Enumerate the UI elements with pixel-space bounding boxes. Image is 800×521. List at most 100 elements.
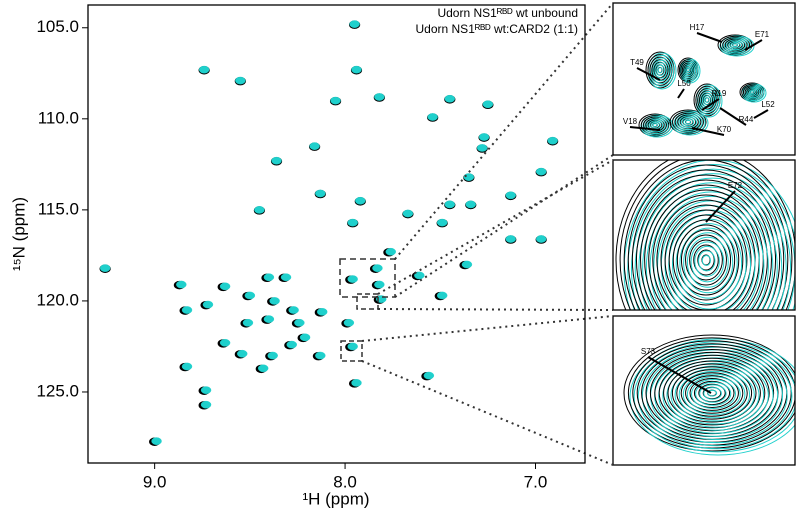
- peak: [181, 306, 193, 314]
- legend-entry: Udorn NS1ᴿᴮᴰ wt unbound: [437, 6, 578, 20]
- peak: [482, 100, 494, 109]
- contour: [652, 59, 670, 82]
- annotation-pointer: [719, 107, 747, 126]
- peak: [444, 200, 456, 209]
- x-tick-label: 9.0: [143, 472, 167, 491]
- contour: [748, 89, 757, 96]
- contour: [638, 177, 787, 310]
- contour: [650, 57, 672, 85]
- annotation: H17: [690, 23, 705, 32]
- peak: [427, 113, 438, 121]
- contour: [657, 67, 663, 74]
- contour: [630, 168, 795, 310]
- annotation: E72: [728, 181, 743, 190]
- contour: [673, 112, 706, 134]
- annotation: L52: [761, 100, 775, 109]
- peak: [235, 76, 246, 85]
- contour: [699, 384, 727, 403]
- contour: [666, 362, 765, 428]
- contour: [656, 64, 666, 76]
- peak: [219, 282, 231, 291]
- contour: [704, 97, 710, 103]
- annotation-pointer: [705, 190, 736, 223]
- contour: [693, 380, 731, 406]
- peak: [315, 351, 326, 360]
- contour: [747, 88, 759, 97]
- annotation-pointer: [701, 98, 720, 111]
- contour: [697, 249, 715, 271]
- contour: [682, 118, 695, 127]
- peak: [343, 318, 355, 327]
- contour: [633, 341, 795, 453]
- peak: [351, 379, 362, 387]
- x-tick-label: 7.0: [524, 472, 548, 491]
- contour: [627, 337, 795, 449]
- contour: [674, 112, 702, 132]
- contour: [698, 383, 726, 403]
- contour: [635, 174, 777, 310]
- y-tick-label: 105.0: [36, 17, 79, 36]
- contour: [669, 109, 707, 135]
- peak: [219, 339, 231, 347]
- contour: [647, 54, 673, 86]
- peak: [288, 306, 299, 314]
- peak: [202, 300, 214, 309]
- annotation-pointer: [647, 356, 712, 394]
- contour: [685, 375, 739, 411]
- contour: [723, 38, 750, 54]
- contour: [675, 223, 743, 305]
- contour: [730, 41, 741, 49]
- peak: [294, 318, 305, 327]
- contour: [732, 43, 739, 48]
- contour: [722, 37, 748, 53]
- annotation: L50: [677, 79, 691, 88]
- peak: [436, 218, 448, 227]
- x-axis-label: ¹H (ppm): [302, 489, 369, 508]
- contour: [671, 366, 753, 420]
- peak: [536, 235, 547, 243]
- contour: [686, 67, 691, 73]
- peak: [151, 437, 162, 445]
- peak: [402, 209, 414, 218]
- peak: [505, 235, 516, 243]
- contour: [677, 114, 699, 130]
- peak: [374, 93, 385, 101]
- contour: [623, 334, 795, 452]
- contour: [646, 118, 666, 133]
- contour: [728, 40, 744, 51]
- peak: [176, 280, 187, 289]
- annotation: R44: [739, 115, 754, 124]
- contour: [672, 111, 704, 133]
- y-tick-label: 110.0: [38, 108, 79, 127]
- contour: [670, 365, 760, 425]
- annotation: V18: [623, 117, 638, 126]
- contour: [664, 209, 748, 310]
- contour: [684, 64, 694, 77]
- peak: [355, 196, 366, 205]
- peak: [423, 371, 435, 380]
- contour: [667, 363, 757, 423]
- contour: [668, 214, 752, 310]
- contour: [631, 169, 781, 310]
- contour: [719, 35, 751, 55]
- peak: [351, 65, 362, 74]
- peak: [385, 247, 396, 256]
- contour: [650, 121, 661, 129]
- contour: [689, 239, 723, 281]
- peak: [267, 351, 278, 360]
- peak: [317, 308, 328, 316]
- peak: [271, 156, 282, 165]
- contour: [660, 204, 752, 310]
- contour: [662, 360, 769, 431]
- contour: [694, 245, 720, 277]
- contour: [623, 160, 789, 310]
- annotation-pointer: [677, 88, 685, 99]
- peak: [476, 144, 488, 152]
- inset-frame: [612, 315, 796, 466]
- contour: [619, 160, 793, 310]
- contour: [663, 360, 761, 426]
- peak: [263, 273, 275, 282]
- contour: [703, 387, 722, 400]
